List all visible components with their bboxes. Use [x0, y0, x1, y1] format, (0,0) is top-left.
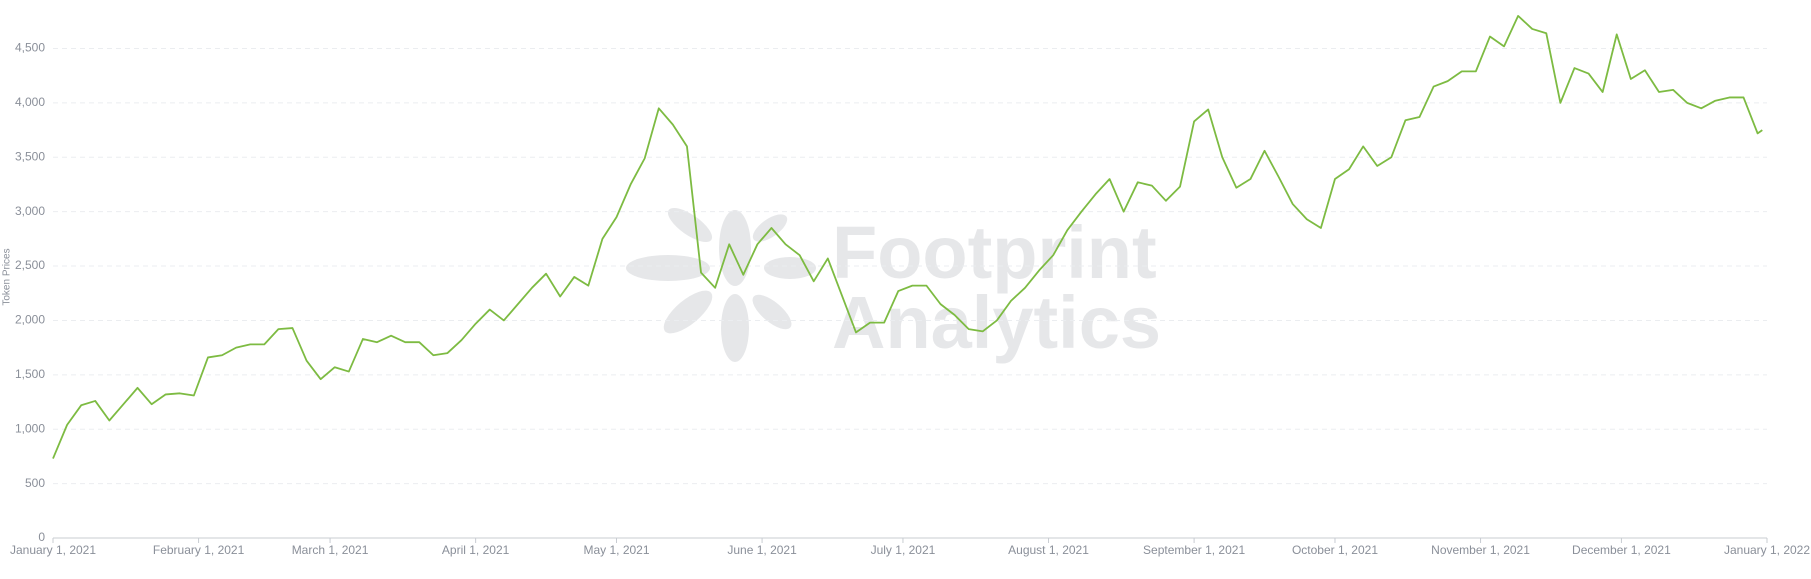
watermark: Footprint — [832, 211, 1157, 294]
y-tick-label: 2,000 — [15, 313, 45, 327]
x-tick-label: January 1, 2021 — [10, 543, 96, 557]
watermark-logo — [626, 207, 816, 362]
y-tick-label: 500 — [25, 476, 45, 490]
watermark: Analytics — [832, 281, 1161, 364]
x-tick-label: April 1, 2021 — [442, 543, 510, 557]
y-tick-label: 3,000 — [15, 204, 45, 218]
y-tick-label: 3,500 — [15, 149, 45, 163]
y-tick-label: 1,000 — [15, 421, 45, 435]
x-tick-label: March 1, 2021 — [292, 543, 369, 557]
y-tick-label: 2,500 — [15, 258, 45, 272]
y-tick-label: 4,000 — [15, 95, 45, 109]
x-tick-label: September 1, 2021 — [1143, 543, 1245, 557]
y-tick-label: 1,500 — [15, 367, 45, 381]
x-tick-label: November 1, 2021 — [1431, 543, 1530, 557]
x-tick-label: February 1, 2021 — [153, 543, 245, 557]
y-axis-label: Token Prices — [2, 248, 13, 305]
y-tick-label: 4,500 — [15, 41, 45, 55]
x-tick-label: June 1, 2021 — [727, 543, 797, 557]
x-tick-label: August 1, 2021 — [1008, 543, 1089, 557]
x-tick-label: October 1, 2021 — [1292, 543, 1378, 557]
price-line — [52, 14, 1763, 459]
x-tick-label: July 1, 2021 — [871, 543, 936, 557]
y-tick-label: 0 — [38, 530, 45, 544]
x-tick-label: May 1, 2021 — [583, 543, 649, 557]
x-tick-label: December 1, 2021 — [1572, 543, 1671, 557]
x-tick-label: January 1, 2022 — [1724, 543, 1810, 557]
